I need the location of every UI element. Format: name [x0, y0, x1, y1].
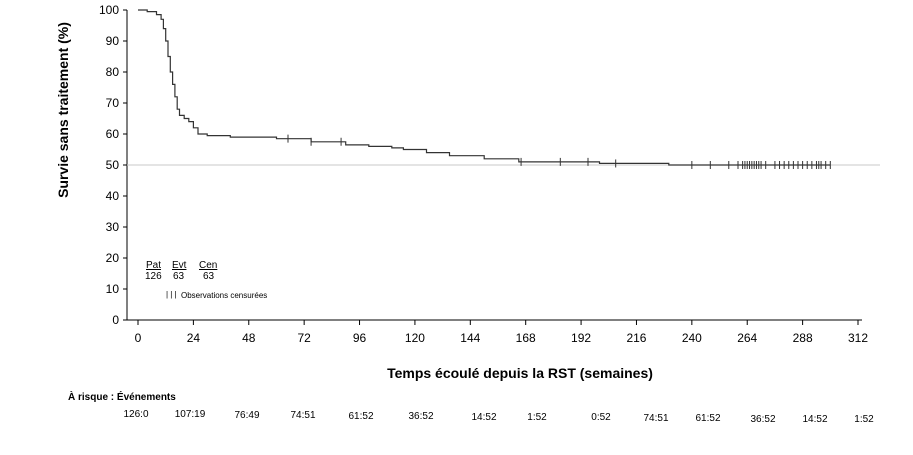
legend-value-pat: 126	[145, 271, 162, 282]
x-tick-label: 24	[187, 331, 201, 345]
x-tick-label: 168	[516, 331, 536, 345]
risk-value: 74:51	[643, 413, 668, 424]
x-tick-label: 144	[460, 331, 480, 345]
x-tick-label: 48	[242, 331, 256, 345]
y-axis-title: Survie sans traitement (%)	[55, 22, 71, 198]
risk-table-title: À risque : Événements	[68, 390, 176, 403]
legend-header-cen: Cen	[199, 260, 217, 271]
y-tick-label: 40	[106, 189, 120, 203]
y-tick-label: 0	[112, 313, 119, 327]
x-axis-ticks: 0 24 48 72 96 120 144 168 192 216 240 264 288 312	[135, 320, 868, 345]
risk-value: 1:52	[854, 414, 874, 425]
y-tick-label: 60	[106, 127, 120, 141]
risk-value: 74:51	[290, 410, 315, 421]
risk-value: 14:52	[802, 414, 827, 425]
x-tick-label: 120	[405, 331, 425, 345]
y-tick-label: 10	[106, 282, 120, 296]
x-tick-label: 96	[353, 331, 367, 345]
risk-value: 1:52	[527, 412, 547, 423]
censor-marks	[287, 134, 831, 169]
risk-value: 61:52	[695, 413, 720, 424]
x-tick-label: 240	[682, 331, 702, 345]
x-axis-title: Temps écoulé depuis la RST (semaines)	[387, 365, 653, 381]
legend-censor-label: Observations censurées	[181, 291, 267, 300]
x-tick-label: 0	[135, 331, 142, 345]
risk-value: 107:19	[175, 409, 206, 420]
risk-value: 36:52	[750, 414, 775, 425]
y-tick-label: 30	[106, 220, 120, 234]
survival-curve	[138, 9, 831, 166]
legend-box: Pat Evt Cen 126 63 63 | | | Observations…	[145, 260, 267, 300]
x-tick-label: 264	[737, 331, 757, 345]
y-axis-ticks: 0 10 20 30 40 50 60 70 80 90 100	[99, 3, 127, 327]
legend-header-pat: Pat	[146, 260, 161, 271]
legend-censor-symbol: | | |	[166, 290, 177, 299]
risk-value: 36:52	[408, 411, 433, 422]
y-tick-label: 50	[106, 158, 120, 172]
risk-table: 126:0 107:19 76:49 74:51 61:52 36:52 14:52 1:52…	[123, 409, 874, 425]
x-tick-label: 192	[571, 331, 591, 345]
risk-value: 14:52	[471, 412, 496, 423]
legend-header-evt: Evt	[172, 260, 187, 271]
legend-value-cen: 63	[203, 271, 215, 282]
risk-value: 76:49	[234, 410, 259, 421]
y-tick-label: 70	[106, 96, 120, 110]
y-tick-label: 100	[99, 3, 119, 17]
risk-value: 61:52	[348, 411, 373, 422]
risk-value: 0:52	[591, 412, 611, 423]
risk-value: 126:0	[123, 409, 148, 420]
y-tick-label: 20	[106, 251, 120, 265]
y-tick-label: 80	[106, 65, 120, 79]
x-tick-label: 72	[297, 331, 311, 345]
legend-value-evt: 63	[173, 271, 185, 282]
x-tick-label: 288	[793, 331, 813, 345]
x-tick-label: 216	[626, 331, 646, 345]
y-tick-label: 90	[106, 34, 120, 48]
x-tick-label: 312	[848, 331, 868, 345]
